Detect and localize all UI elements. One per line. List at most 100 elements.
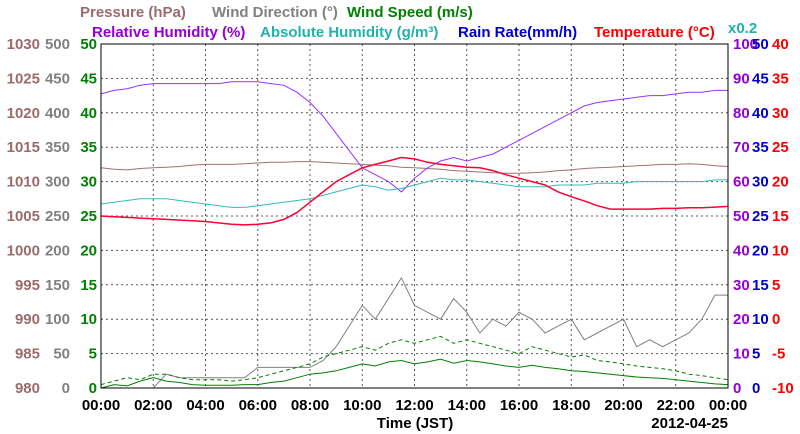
tick-label-wind_direction: 400	[45, 105, 70, 122]
tick-label-rain_rate: 45	[752, 70, 769, 87]
tick-label-rain_rate: 40	[752, 105, 769, 122]
tick-label-pressure: 1005	[7, 208, 40, 225]
series-line-7	[100, 156, 729, 226]
tick-label-pressure: 1015	[7, 139, 40, 156]
tick-label-humidity: 60	[733, 174, 750, 191]
legend-entry: Rain Rate(mm/h)	[458, 24, 577, 41]
tick-label-wind_direction: 350	[45, 139, 70, 156]
tick-label-wind_direction: 500	[45, 36, 70, 53]
tick-label-humidity: 40	[733, 242, 750, 259]
tick-label-temperature: 30	[772, 105, 789, 122]
legend-entry: Wind Direction (°)	[212, 4, 338, 21]
tick-label-wind_speed: 50	[80, 36, 97, 53]
date-label: 2012-04-25	[651, 415, 728, 432]
tick-labels: 1030102510201015101010051000995990985980…	[7, 36, 794, 414]
legend-entry: Temperature (°C)	[594, 24, 715, 41]
series-line-1	[101, 276, 728, 389]
x-tick-label: 02:00	[134, 397, 172, 414]
tick-label-temperature: 10	[772, 242, 789, 259]
tick-label-temperature: 35	[772, 70, 789, 87]
tick-label-pressure: 1025	[7, 70, 40, 87]
tick-label-pressure: 990	[15, 311, 40, 328]
tick-label-rain_rate: 30	[752, 174, 769, 191]
legend-entry: Relative Humidity (%)	[92, 24, 245, 41]
tick-label-wind_direction: 300	[45, 174, 70, 191]
tick-label-rain_rate: 5	[752, 346, 760, 363]
tick-label-wind_speed: 15	[80, 277, 97, 294]
tick-label-temperature: -5	[772, 346, 785, 363]
tick-label-rain_rate: 0	[752, 380, 760, 397]
tick-label-temperature: 25	[772, 139, 789, 156]
tick-label-wind_direction: 100	[45, 311, 70, 328]
tick-label-wind_speed: 30	[80, 174, 97, 191]
plot-border	[100, 43, 729, 389]
legend: Pressure (hPa) Wind Direction (°) Wind Spe…	[80, 4, 757, 41]
tick-label-pressure: 1020	[7, 105, 40, 122]
tick-label-wind_direction: 50	[53, 346, 70, 363]
tick-label-temperature: 40	[772, 36, 789, 53]
tick-label-humidity: 30	[733, 277, 750, 294]
x-tick-label: 06:00	[239, 397, 277, 414]
legend-entry: Wind Speed (m/s)	[347, 4, 473, 21]
tick-label-humidity: 10	[733, 346, 750, 363]
tick-label-rain_rate: 15	[752, 277, 769, 294]
tick-label-humidity: 70	[733, 139, 750, 156]
x-tick-label: 00:00	[709, 397, 747, 414]
tick-label-wind_direction: 250	[45, 208, 70, 225]
x-tick-label: 10:00	[343, 397, 381, 414]
x-tick-label: 16:00	[500, 397, 538, 414]
tick-label-humidity: 50	[733, 208, 750, 225]
tick-label-pressure: 980	[15, 380, 40, 397]
x-tick-label: 14:00	[448, 397, 486, 414]
series-line-4	[100, 81, 728, 193]
legend-entry: Pressure (hPa)	[80, 4, 186, 21]
x-tick-label: 22:00	[657, 397, 695, 414]
tick-label-wind_speed: 40	[80, 105, 97, 122]
tick-label-rain_rate: 10	[752, 311, 769, 328]
x-tick-label: 20:00	[604, 397, 642, 414]
tick-label-wind_speed: 0	[89, 380, 97, 397]
tick-label-humidity: 80	[733, 105, 750, 122]
tick-label-humidity: 0	[733, 380, 741, 397]
tick-label-wind_speed: 10	[80, 311, 97, 328]
tick-label-wind_speed: 35	[80, 139, 97, 156]
tick-label-wind_direction: 200	[45, 242, 70, 259]
x-tick-label: 08:00	[291, 397, 329, 414]
grid-lines	[101, 44, 728, 388]
x-axis-label: Time (JST)	[377, 415, 453, 432]
tick-label-wind_speed: 45	[80, 70, 97, 87]
x-tick-label: 00:00	[82, 397, 120, 414]
tick-label-wind_speed: 20	[80, 242, 97, 259]
x-tick-label: 18:00	[552, 397, 590, 414]
rain-scale-note: x0.2	[728, 20, 757, 37]
legend-entry: Absolute Humidity (g/m³)	[260, 24, 438, 41]
tick-label-wind_direction: 150	[45, 277, 70, 294]
tick-label-rain_rate: 25	[752, 208, 769, 225]
tick-label-pressure: 1030	[7, 36, 40, 53]
tick-label-temperature: 20	[772, 174, 789, 191]
x-tick-label: 04:00	[186, 397, 224, 414]
tick-label-wind_direction: 450	[45, 70, 70, 87]
tick-label-pressure: 995	[15, 277, 40, 294]
tick-label-wind_speed: 5	[89, 346, 97, 363]
series-line-5	[100, 177, 728, 208]
tick-label-humidity: 90	[733, 70, 750, 87]
plot-frame	[100, 43, 729, 389]
tick-label-temperature: 5	[772, 277, 780, 294]
tick-label-pressure: 985	[15, 346, 40, 363]
series-line-2	[100, 358, 729, 389]
tick-label-pressure: 1000	[7, 242, 40, 259]
series-line-0	[100, 161, 729, 174]
tick-label-temperature: -10	[772, 380, 794, 397]
series-line-3	[100, 335, 729, 386]
tick-label-humidity: 100	[733, 36, 758, 53]
tick-label-humidity: 20	[733, 311, 750, 328]
tick-label-temperature: 15	[772, 208, 789, 225]
tick-label-wind_speed: 25	[80, 208, 97, 225]
tick-label-temperature: 0	[772, 311, 780, 328]
tick-label-wind_direction: 0	[62, 380, 70, 397]
tick-label-pressure: 1010	[7, 174, 40, 191]
x-tick-label: 12:00	[395, 397, 433, 414]
tick-label-rain_rate: 20	[752, 242, 769, 259]
